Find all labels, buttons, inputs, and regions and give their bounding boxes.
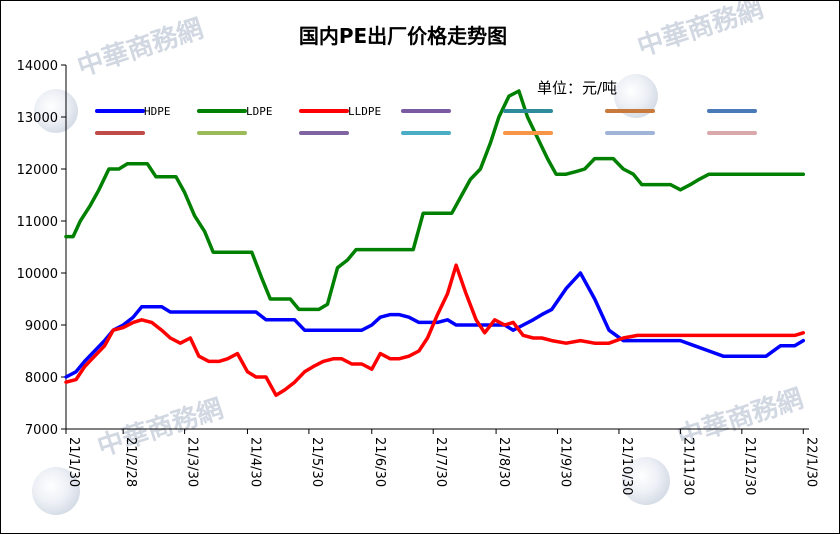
x-tick-label: 21/10/30 (619, 437, 634, 495)
y-tick-label: 11000 (17, 215, 58, 230)
x-tick-label: 21/9/30 (558, 437, 573, 487)
x-tick-label: 22/1/30 (803, 437, 818, 487)
y-tick-label: 8000 (25, 371, 58, 386)
y-axis-ticks: 7000 8000 9000 10000 11000 12000 13000 14000 (17, 59, 66, 438)
chart-title: 国内PE出厂价格走势图 (299, 24, 507, 48)
x-tick-label: 21/7/30 (433, 437, 448, 487)
series-line-hdpe (64, 271, 806, 379)
x-tick-label: 21/12/30 (742, 437, 757, 495)
watermark-logo: 中華商務網 (622, 383, 807, 505)
legend-label: LDPE (246, 105, 273, 118)
x-tick-label: 21/3/30 (185, 437, 200, 487)
series-line-lldpe (64, 263, 806, 397)
y-tick-label: 14000 (17, 59, 58, 74)
unit-label: 单位：元/吨 (537, 79, 617, 97)
x-tick-label: 21/2/28 (123, 437, 138, 487)
axes (65, 65, 809, 430)
watermark-logo: 中華商務網 (34, 13, 207, 133)
x-tick-label: 21/8/30 (496, 437, 511, 487)
series-lines (64, 89, 806, 397)
y-tick-label: 13000 (17, 111, 58, 126)
watermark-text: 中華商務網 (74, 13, 207, 83)
y-tick-label: 12000 (17, 163, 58, 178)
x-tick-label: 21/11/30 (680, 437, 695, 495)
x-tick-label: 21/1/30 (66, 437, 81, 487)
y-tick-label: 7000 (25, 423, 58, 438)
legend-label: LLDPE (348, 105, 381, 118)
y-tick-label: 10000 (17, 267, 58, 282)
x-axis-ticks: 21/1/30 21/2/28 21/3/30 21/4/30 21/5/30 21/6/… (65, 429, 818, 495)
watermark-text: 中華商務網 (94, 393, 227, 463)
x-tick-label: 21/6/30 (372, 437, 387, 487)
x-tick-label: 21/5/30 (309, 437, 324, 487)
watermark-logo: 中華商務網 (614, 1, 767, 118)
watermark-text: 中華商務網 (634, 1, 767, 63)
legend-label: HDPE (144, 105, 171, 118)
legend: HDPE LDPE LLDPE (95, 105, 757, 135)
y-tick-label: 9000 (25, 319, 58, 334)
x-tick-label: 21/4/30 (247, 437, 262, 487)
series-line-ldpe (64, 89, 806, 312)
